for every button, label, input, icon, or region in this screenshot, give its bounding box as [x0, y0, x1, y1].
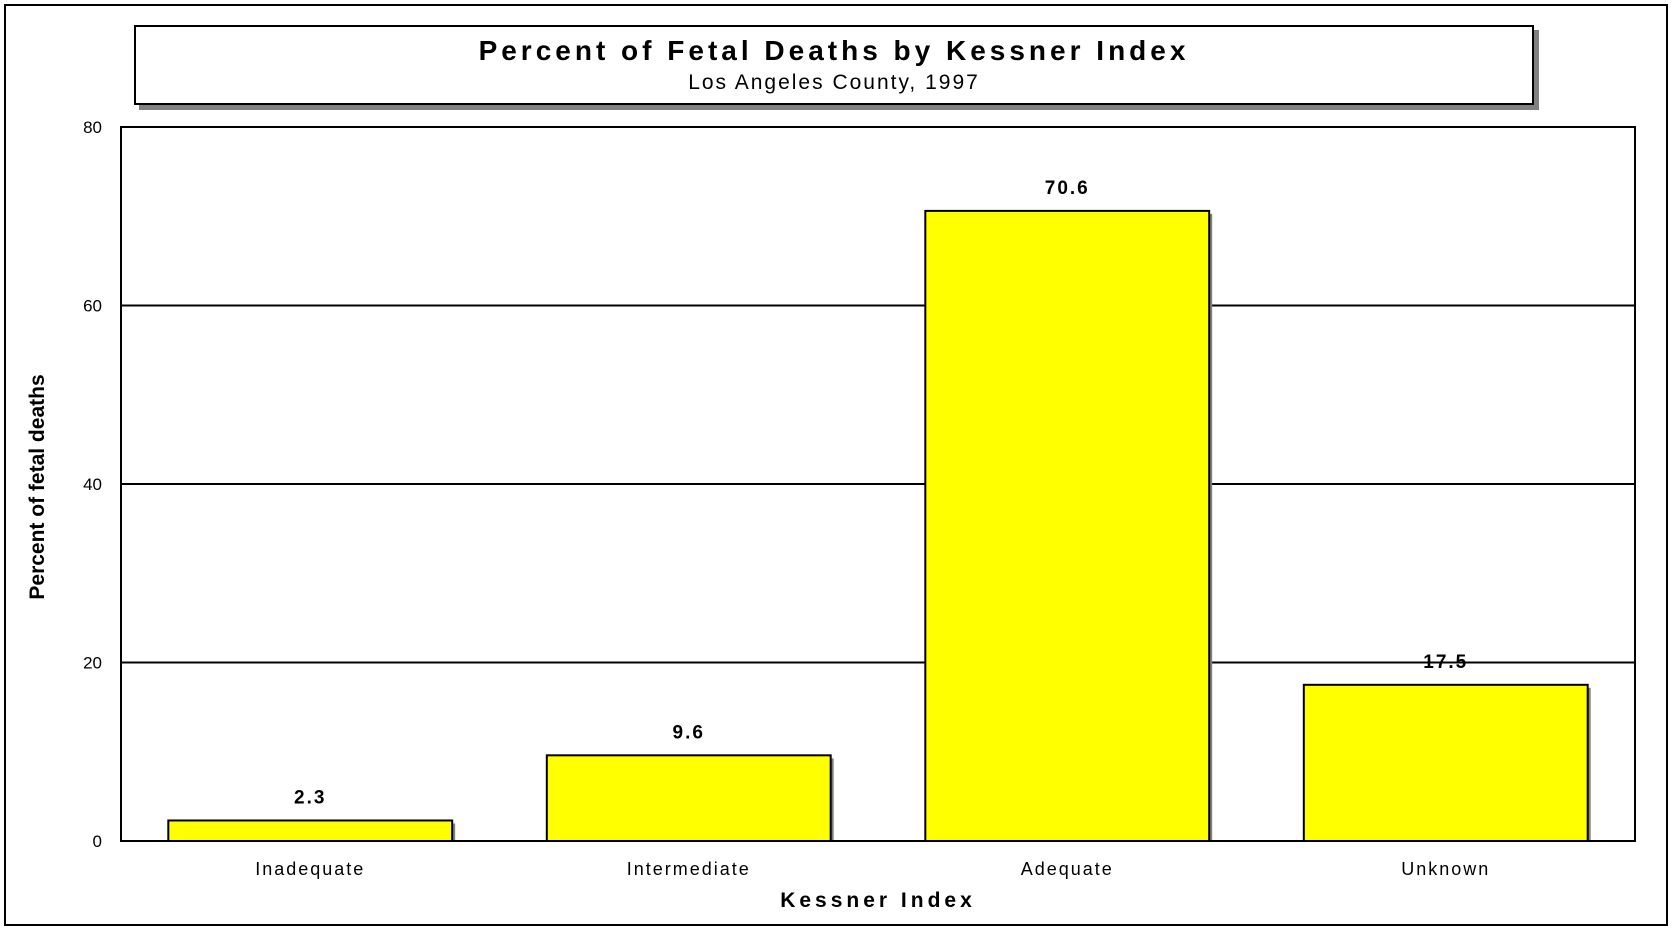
chart-subtitle: Los Angeles County, 1997	[688, 71, 980, 94]
data-label: 17.5	[1423, 652, 1468, 673]
plot-area	[120, 126, 1636, 842]
y-tick-label: 40	[83, 475, 102, 494]
data-label: 2.3	[294, 787, 326, 808]
x-tick-label: Inadequate	[255, 859, 365, 879]
gridlines	[121, 304, 1635, 664]
y-tick-labels: 0 20 40 60 80	[83, 118, 102, 851]
x-axis-title: Kessner Index	[780, 889, 976, 912]
y-tick-label: 60	[83, 297, 102, 316]
data-labels: 2.3 9.6 70.6 17.5	[294, 178, 1468, 809]
x-tick-label: Intermediate	[627, 859, 751, 879]
y-tick-label: 80	[83, 118, 102, 137]
y-tick-label: 20	[83, 654, 102, 673]
bar	[545, 754, 832, 843]
bar	[167, 819, 454, 842]
x-tick-label: Adequate	[1021, 859, 1114, 879]
y-tick-label: 0	[93, 832, 102, 851]
x-tick-label: Unknown	[1401, 859, 1490, 879]
title-box: Percent of Fetal Deaths by Kessner Index…	[134, 25, 1534, 105]
data-label: 70.6	[1045, 178, 1090, 199]
x-tick-labels: Inadequate Intermediate Adequate Unknown	[255, 859, 1490, 879]
bars	[167, 209, 1591, 843]
bar	[924, 209, 1211, 842]
bar	[1302, 683, 1589, 842]
data-label: 9.6	[673, 722, 705, 743]
chart-title: Percent of Fetal Deaths by Kessner Index	[478, 35, 1190, 66]
y-axis-title: Percent of fetal deaths	[26, 374, 49, 599]
